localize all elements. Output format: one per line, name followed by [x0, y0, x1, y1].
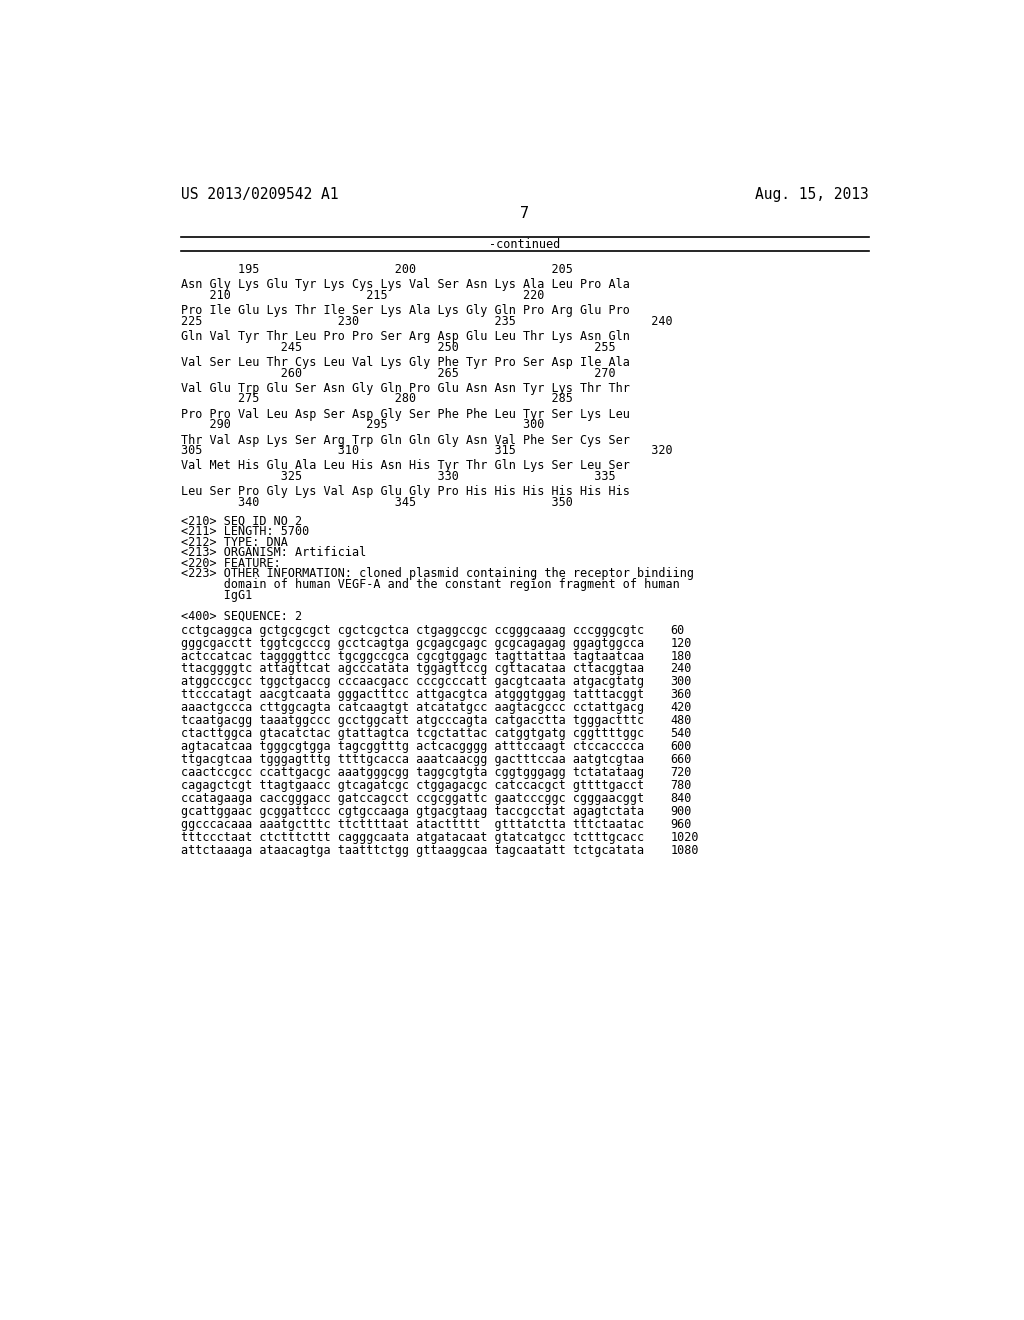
Text: 245                   250                   255: 245 250 255: [180, 341, 615, 354]
Text: actccatcac taggggttcc tgcggccgca cgcgtggagc tagttattaa tagtaatcaa: actccatcac taggggttcc tgcggccgca cgcgtgg…: [180, 649, 644, 663]
Text: Val Ser Leu Thr Cys Leu Val Lys Gly Phe Tyr Pro Ser Asp Ile Ala: Val Ser Leu Thr Cys Leu Val Lys Gly Phe …: [180, 356, 630, 370]
Text: agtacatcaa tgggcgtgga tagcggtttg actcacgggg atttccaagt ctccacccca: agtacatcaa tgggcgtgga tagcggtttg actcacg…: [180, 741, 644, 752]
Text: 120: 120: [671, 636, 692, 649]
Text: <223> OTHER INFORMATION: cloned plasmid containing the receptor bindiing: <223> OTHER INFORMATION: cloned plasmid …: [180, 568, 693, 581]
Text: 840: 840: [671, 792, 692, 805]
Text: 600: 600: [671, 741, 692, 752]
Text: 60: 60: [671, 623, 685, 636]
Text: IgG1: IgG1: [180, 589, 252, 602]
Text: 260                   265                   270: 260 265 270: [180, 367, 615, 380]
Text: 275                   280                   285: 275 280 285: [180, 392, 572, 405]
Text: -continued: -continued: [489, 238, 560, 251]
Text: <220> FEATURE:: <220> FEATURE:: [180, 557, 281, 570]
Text: ctacttggca gtacatctac gtattagtca tcgctattac catggtgatg cggttttggc: ctacttggca gtacatctac gtattagtca tcgctat…: [180, 727, 644, 741]
Text: ttacggggtc attagttcat agcccatata tggagttccg cgttacataa cttacggtaa: ttacggggtc attagttcat agcccatata tggagtt…: [180, 663, 644, 676]
Text: Leu Ser Pro Gly Lys Val Asp Glu Gly Pro His His His His His His: Leu Ser Pro Gly Lys Val Asp Glu Gly Pro …: [180, 486, 630, 499]
Text: <212> TYPE: DNA: <212> TYPE: DNA: [180, 536, 288, 549]
Text: US 2013/0209542 A1: US 2013/0209542 A1: [180, 187, 338, 202]
Text: 720: 720: [671, 766, 692, 779]
Text: atggcccgcc tggctgaccg cccaacgacc cccgcccatt gacgtcaata atgacgtatg: atggcccgcc tggctgaccg cccaacgacc cccgccc…: [180, 676, 644, 688]
Text: cctgcaggca gctgcgcgct cgctcgctca ctgaggccgc ccgggcaaag cccgggcgtc: cctgcaggca gctgcgcgct cgctcgctca ctgaggc…: [180, 623, 644, 636]
Text: <400> SEQUENCE: 2: <400> SEQUENCE: 2: [180, 610, 302, 623]
Text: 660: 660: [671, 752, 692, 766]
Text: 240: 240: [671, 663, 692, 676]
Text: 960: 960: [671, 817, 692, 830]
Text: Asn Gly Lys Glu Tyr Lys Cys Lys Val Ser Asn Lys Ala Leu Pro Ala: Asn Gly Lys Glu Tyr Lys Cys Lys Val Ser …: [180, 279, 630, 292]
Text: Gln Val Tyr Thr Leu Pro Pro Ser Arg Asp Glu Leu Thr Lys Asn Gln: Gln Val Tyr Thr Leu Pro Pro Ser Arg Asp …: [180, 330, 630, 343]
Text: domain of human VEGF-A and the constant region fragment of human: domain of human VEGF-A and the constant …: [180, 578, 680, 591]
Text: 780: 780: [671, 779, 692, 792]
Text: 1020: 1020: [671, 830, 699, 843]
Text: 1080: 1080: [671, 843, 699, 857]
Text: 340                   345                   350: 340 345 350: [180, 496, 572, 510]
Text: 7: 7: [520, 206, 529, 222]
Text: Aug. 15, 2013: Aug. 15, 2013: [755, 187, 869, 202]
Text: 305                   310                   315                   320: 305 310 315 320: [180, 445, 673, 457]
Text: Val Met His Glu Ala Leu His Asn His Tyr Thr Gln Lys Ser Leu Ser: Val Met His Glu Ala Leu His Asn His Tyr …: [180, 459, 630, 473]
Text: 900: 900: [671, 805, 692, 817]
Text: <210> SEQ ID NO 2: <210> SEQ ID NO 2: [180, 515, 302, 527]
Text: 540: 540: [671, 727, 692, 741]
Text: 180: 180: [671, 649, 692, 663]
Text: attctaaaga ataacagtga taatttctgg gttaaggcaa tagcaatatt tctgcatata: attctaaaga ataacagtga taatttctgg gttaagg…: [180, 843, 644, 857]
Text: tcaatgacgg taaatggccc gcctggcatt atgcccagta catgacctta tgggactttc: tcaatgacgg taaatggccc gcctggcatt atgccca…: [180, 714, 644, 727]
Text: Pro Ile Glu Lys Thr Ile Ser Lys Ala Lys Gly Gln Pro Arg Glu Pro: Pro Ile Glu Lys Thr Ile Ser Lys Ala Lys …: [180, 304, 630, 317]
Text: tttccctaat ctctttcttt cagggcaata atgatacaat gtatcatgcc tctttgcacc: tttccctaat ctctttcttt cagggcaata atgatac…: [180, 830, 644, 843]
Text: 360: 360: [671, 688, 692, 701]
Text: Val Glu Trp Glu Ser Asn Gly Gln Pro Glu Asn Asn Tyr Lys Thr Thr: Val Glu Trp Glu Ser Asn Gly Gln Pro Glu …: [180, 381, 630, 395]
Text: aaactgccca cttggcagta catcaagtgt atcatatgcc aagtacgccc cctattgacg: aaactgccca cttggcagta catcaagtgt atcatat…: [180, 701, 644, 714]
Text: 210                   215                   220: 210 215 220: [180, 289, 544, 302]
Text: caactccgcc ccattgacgc aaatgggcgg taggcgtgta cggtgggagg tctatataag: caactccgcc ccattgacgc aaatgggcgg taggcgt…: [180, 766, 644, 779]
Text: ttgacgtcaa tgggagtttg ttttgcacca aaatcaacgg gactttccaa aatgtcgtaa: ttgacgtcaa tgggagtttg ttttgcacca aaatcaa…: [180, 752, 644, 766]
Text: Thr Val Asp Lys Ser Arg Trp Gln Gln Gly Asn Val Phe Ser Cys Ser: Thr Val Asp Lys Ser Arg Trp Gln Gln Gly …: [180, 433, 630, 446]
Text: cagagctcgt ttagtgaacc gtcagatcgc ctggagacgc catccacgct gttttgacct: cagagctcgt ttagtgaacc gtcagatcgc ctggaga…: [180, 779, 644, 792]
Text: gcattggaac gcggattccc cgtgccaaga gtgacgtaag taccgcctat agagtctata: gcattggaac gcggattccc cgtgccaaga gtgacgt…: [180, 805, 644, 817]
Text: ggcccacaaa aaatgctttc ttcttttaat atacttttt  gtttatctta tttctaatac: ggcccacaaa aaatgctttc ttcttttaat atacttt…: [180, 817, 644, 830]
Text: 195                   200                   205: 195 200 205: [180, 263, 572, 276]
Text: 420: 420: [671, 701, 692, 714]
Text: 225                   230                   235                   240: 225 230 235 240: [180, 315, 673, 327]
Text: gggcgacctt tggtcgcccg gcctcagtga gcgagcgagc gcgcagagag ggagtggcca: gggcgacctt tggtcgcccg gcctcagtga gcgagcg…: [180, 636, 644, 649]
Text: <213> ORGANISM: Artificial: <213> ORGANISM: Artificial: [180, 546, 366, 560]
Text: 290                   295                   300: 290 295 300: [180, 418, 544, 432]
Text: 300: 300: [671, 676, 692, 688]
Text: <211> LENGTH: 5700: <211> LENGTH: 5700: [180, 525, 309, 539]
Text: ttcccatagt aacgtcaata gggactttcc attgacgtca atgggtggag tatttacggt: ttcccatagt aacgtcaata gggactttcc attgacg…: [180, 688, 644, 701]
Text: 325                   330                   335: 325 330 335: [180, 470, 615, 483]
Text: 480: 480: [671, 714, 692, 727]
Text: ccatagaaga caccgggacc gatccagcct ccgcggattc gaatcccggc cgggaacggt: ccatagaaga caccgggacc gatccagcct ccgcgga…: [180, 792, 644, 805]
Text: Pro Pro Val Leu Asp Ser Asp Gly Ser Phe Phe Leu Tyr Ser Lys Leu: Pro Pro Val Leu Asp Ser Asp Gly Ser Phe …: [180, 408, 630, 421]
